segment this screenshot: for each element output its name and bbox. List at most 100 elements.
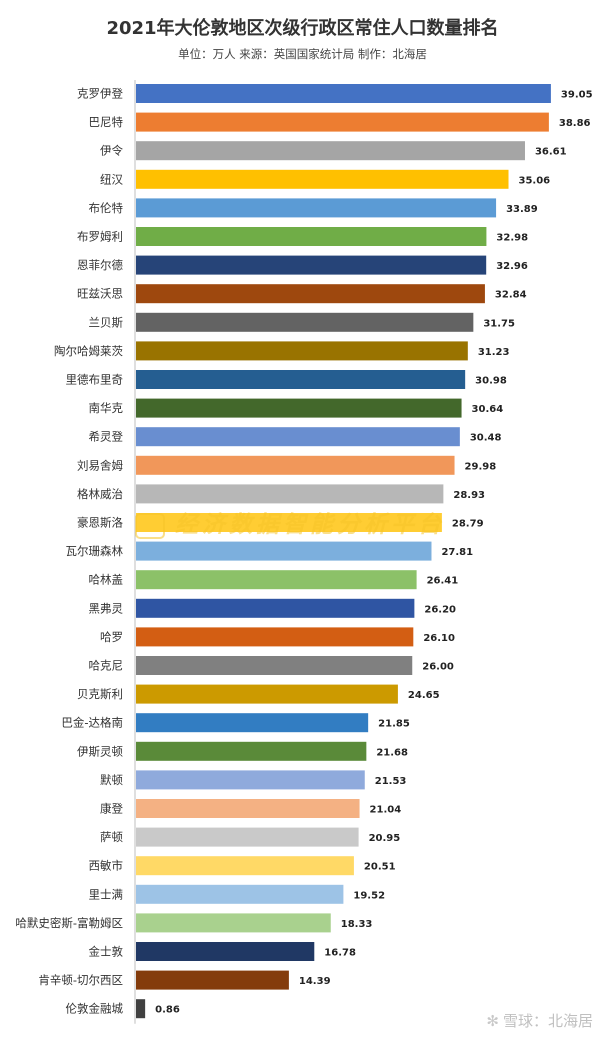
category-label: 里士满 — [89, 887, 124, 901]
bar — [136, 112, 549, 132]
bar — [136, 570, 417, 590]
category-label: 希灵登 — [89, 430, 124, 444]
bar — [136, 169, 509, 189]
bar — [136, 141, 525, 161]
bar — [136, 913, 331, 933]
value-label: 26.41 — [427, 576, 459, 587]
value-label: 27.81 — [441, 547, 473, 558]
category-label: 哈罗 — [100, 630, 123, 644]
value-label: 35.06 — [519, 175, 551, 186]
category-label: 伊令 — [100, 144, 123, 158]
category-label: 金士敦 — [89, 945, 124, 959]
category-label: 伦敦金融城 — [66, 1002, 124, 1016]
category-label: 恩菲尔德 — [77, 258, 123, 272]
bar — [136, 227, 487, 246]
value-label: 26.00 — [422, 662, 454, 673]
bar — [136, 513, 442, 532]
bar — [136, 398, 462, 418]
category-label: 黑弗灵 — [89, 601, 124, 615]
category-label: 陶尔哈姆莱茨 — [54, 344, 123, 358]
category-label: 纽汉 — [100, 172, 123, 186]
bar — [136, 284, 485, 304]
value-label: 30.98 — [475, 376, 507, 387]
chart-title: 2021年大伦敦地区次级行政区常住人口数量排名 — [106, 18, 499, 39]
bar — [136, 427, 460, 447]
bar — [136, 684, 398, 704]
category-label: 克罗伊登 — [77, 87, 123, 101]
bar — [136, 942, 315, 961]
category-label: 萨顿 — [100, 830, 123, 844]
value-label: 38.86 — [559, 118, 591, 129]
bar — [136, 770, 365, 790]
bar — [136, 884, 344, 904]
bar — [136, 484, 444, 504]
category-label: 布伦特 — [89, 201, 124, 215]
watermark-text: 经济数据智能分析平台 — [175, 512, 445, 538]
category-label: 布罗姆利 — [77, 230, 123, 244]
bar — [136, 312, 474, 332]
category-label: 刘易舍姆 — [77, 458, 123, 472]
category-label: 瓦尔珊森林 — [66, 544, 124, 558]
value-label: 30.48 — [470, 433, 502, 444]
bar — [136, 370, 466, 389]
bar — [136, 799, 360, 818]
category-label: 兰贝斯 — [89, 315, 124, 329]
value-label: 16.78 — [324, 948, 356, 959]
value-label: 18.33 — [341, 919, 373, 930]
category-label: 贝克斯利 — [77, 687, 123, 701]
value-label: 0.86 — [155, 1005, 180, 1016]
value-label: 31.23 — [478, 347, 510, 358]
category-label: 南华克 — [89, 401, 124, 415]
category-label: 旺兹沃思 — [77, 287, 123, 301]
value-label: 21.68 — [376, 747, 408, 758]
value-label: 14.39 — [299, 976, 331, 987]
category-label: 康登 — [100, 802, 123, 816]
value-label: 28.79 — [452, 519, 484, 530]
category-label: 肯辛顿-切尔西区 — [38, 973, 123, 987]
bar — [136, 741, 367, 761]
bar — [136, 598, 415, 618]
category-label: 里德布里奇 — [66, 373, 124, 387]
value-label: 24.65 — [408, 690, 440, 701]
value-label: 19.52 — [353, 890, 385, 901]
category-label: 默顿 — [100, 773, 123, 787]
bar — [136, 198, 497, 218]
value-label: 20.51 — [364, 862, 396, 873]
watermark-logo-icon — [135, 512, 165, 539]
bar — [136, 627, 414, 647]
bar — [136, 255, 487, 275]
value-label: 20.95 — [369, 833, 401, 844]
value-label: 21.53 — [375, 776, 407, 787]
value-label: 30.64 — [472, 404, 504, 415]
category-label: 哈默史密斯-富勒姆区 — [15, 916, 123, 930]
footer-logo: ✻ 雪球：北海居 — [486, 1010, 593, 1031]
bar — [136, 541, 432, 561]
value-label: 21.85 — [378, 719, 410, 730]
bar — [136, 827, 359, 847]
snowball-icon: ✻ — [486, 1012, 499, 1030]
value-label: 36.61 — [535, 147, 567, 158]
bar — [136, 856, 354, 876]
category-label: 豪恩斯洛 — [77, 516, 123, 530]
category-label: 哈林盖 — [89, 573, 124, 587]
bar — [136, 999, 146, 1019]
category-label: 哈克尼 — [89, 659, 124, 673]
category-label: 西敏市 — [89, 859, 124, 873]
value-label: 28.93 — [453, 490, 485, 501]
category-label: 格林威治 — [77, 487, 123, 501]
value-label: 32.84 — [495, 290, 527, 301]
category-label: 巴金-达格南 — [61, 716, 123, 730]
watermark: 经济数据智能分析平台 — [135, 505, 475, 539]
value-label: 31.75 — [483, 318, 515, 329]
bar — [136, 341, 468, 361]
footer-logo-text: 雪球：北海居 — [502, 1012, 593, 1030]
value-label: 39.05 — [561, 90, 593, 101]
value-label: 32.96 — [496, 261, 528, 272]
value-label: 26.10 — [423, 633, 455, 644]
bar — [136, 84, 551, 103]
bar — [136, 455, 455, 475]
value-label: 32.98 — [496, 233, 528, 244]
value-label: 29.98 — [465, 461, 497, 472]
bar — [136, 713, 369, 733]
